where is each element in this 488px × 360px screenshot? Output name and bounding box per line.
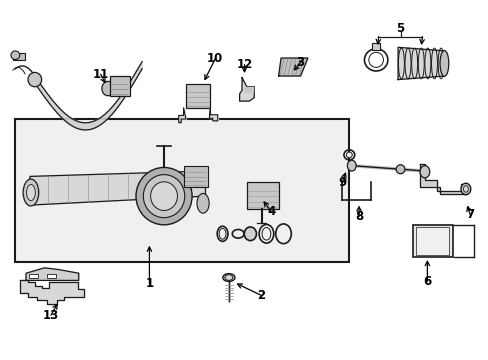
Bar: [415, 227, 448, 255]
Ellipse shape: [219, 228, 225, 239]
Ellipse shape: [460, 183, 470, 195]
Circle shape: [224, 275, 232, 280]
Polygon shape: [35, 62, 142, 130]
Ellipse shape: [23, 179, 39, 206]
Text: 10: 10: [207, 52, 223, 65]
Ellipse shape: [143, 175, 184, 218]
Text: 7: 7: [465, 208, 473, 221]
Polygon shape: [397, 47, 444, 80]
Text: 5: 5: [396, 22, 404, 35]
Text: 2: 2: [257, 289, 265, 302]
Text: 12: 12: [236, 58, 252, 71]
Bar: [185, 84, 210, 108]
Bar: [412, 225, 452, 257]
Ellipse shape: [197, 193, 209, 213]
Ellipse shape: [136, 167, 192, 225]
Ellipse shape: [395, 165, 404, 174]
Polygon shape: [244, 87, 252, 92]
Bar: [47, 274, 56, 278]
Polygon shape: [30, 171, 205, 205]
Bar: [183, 166, 207, 187]
Polygon shape: [178, 108, 185, 123]
Ellipse shape: [102, 81, 114, 96]
Ellipse shape: [26, 184, 35, 201]
Polygon shape: [26, 268, 79, 280]
Text: 6: 6: [422, 275, 430, 288]
Text: 4: 4: [266, 205, 275, 218]
Text: 13: 13: [43, 309, 59, 322]
Ellipse shape: [439, 50, 448, 76]
Polygon shape: [278, 58, 307, 76]
Ellipse shape: [11, 51, 20, 59]
Ellipse shape: [223, 274, 235, 282]
Ellipse shape: [419, 166, 429, 178]
Text: 11: 11: [92, 68, 108, 81]
Ellipse shape: [28, 72, 41, 87]
Text: 8: 8: [354, 210, 363, 223]
Text: 9: 9: [337, 176, 346, 189]
Bar: [371, 42, 379, 50]
Ellipse shape: [244, 227, 256, 240]
Bar: [13, 53, 25, 60]
Polygon shape: [239, 78, 254, 101]
Polygon shape: [209, 108, 217, 121]
Ellipse shape: [262, 228, 270, 240]
Ellipse shape: [346, 152, 351, 158]
Text: 1: 1: [145, 278, 153, 291]
Ellipse shape: [346, 160, 355, 171]
Polygon shape: [419, 164, 466, 194]
Ellipse shape: [150, 182, 177, 211]
Bar: [246, 182, 278, 209]
Bar: [15, 119, 348, 262]
Polygon shape: [20, 280, 83, 304]
Bar: [110, 76, 130, 96]
Ellipse shape: [463, 186, 468, 192]
Text: 3: 3: [296, 56, 304, 69]
Bar: [29, 274, 38, 278]
